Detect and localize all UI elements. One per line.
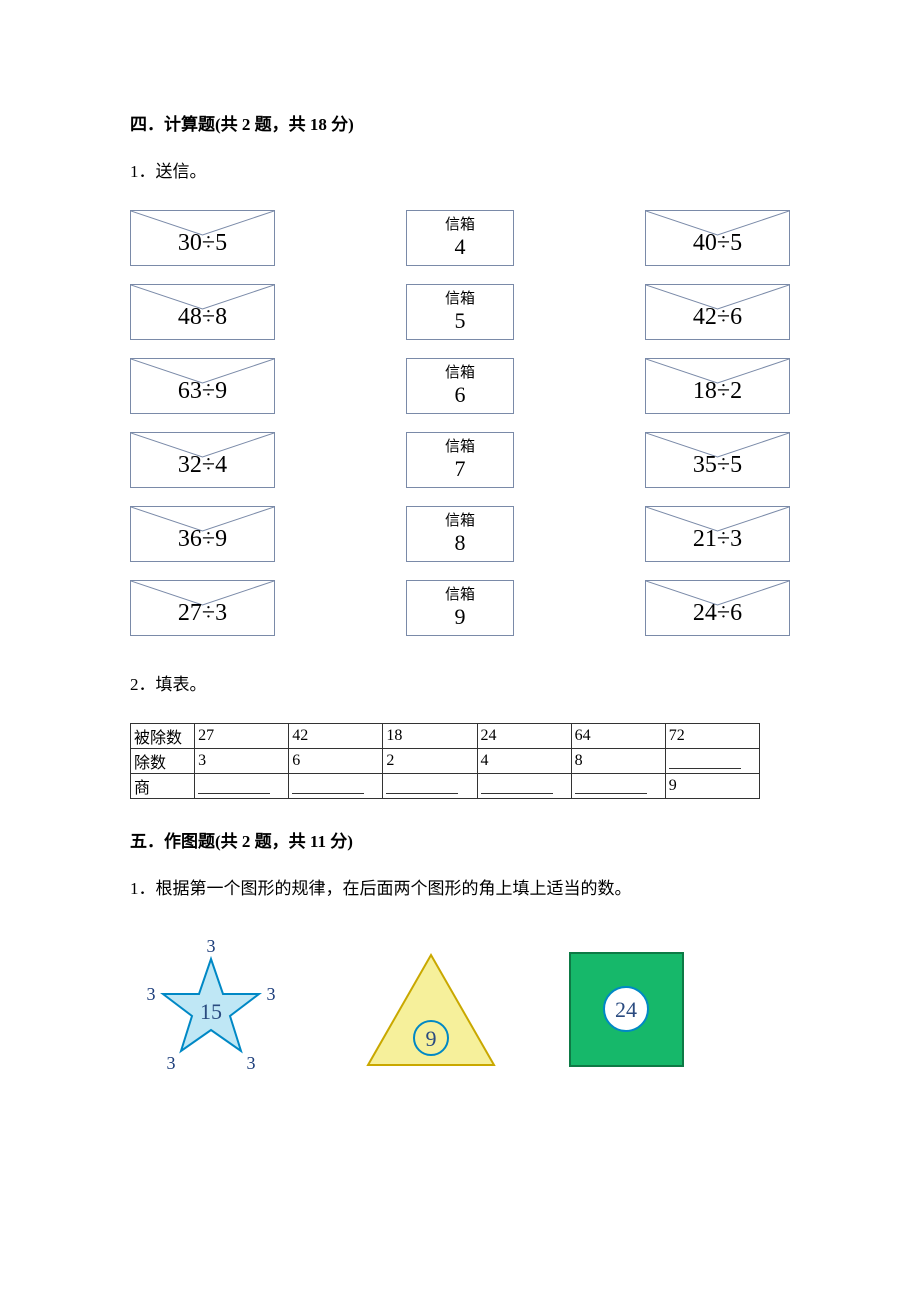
section5-heading: 五．作图题(共 2 题，共 11 分) [130,827,790,852]
row-header-dividend: 被除数 [131,724,195,749]
star-corner-value: 3 [207,936,216,956]
mailbox-label: 信箱 [445,439,475,456]
star-corner-value: 3 [267,984,276,1004]
envelope: 42÷6 [645,284,790,340]
envelope: 18÷2 [645,358,790,414]
dividend-cell: 27 [195,724,289,749]
row-header-quotient: 商 [131,774,195,799]
envelope-expression: 40÷5 [693,230,742,257]
mailbox-label: 信箱 [445,587,475,604]
dividend-cell: 24 [477,724,571,749]
envelope-grid: 30÷548÷863÷932÷436÷927÷3 信箱4信箱5信箱6信箱7信箱8… [130,210,790,636]
dividend-cell: 72 [665,724,759,749]
mailbox-label: 信箱 [445,513,475,530]
divisor-cell: 8 [571,749,665,774]
mailbox-number: 9 [455,604,466,629]
section4-q1-label: 1．送信。 [130,157,790,182]
divisor-cell: 3 [195,749,289,774]
envelope-expression: 32÷4 [178,452,227,479]
mailbox-number: 6 [455,382,466,407]
division-table: 被除数 27 42 18 24 64 72 除数 3 6 2 4 8 商 9 [130,723,760,799]
mailbox: 信箱7 [406,432,514,488]
divisor-cell: 2 [383,749,477,774]
row-header-divisor: 除数 [131,749,195,774]
envelope: 30÷5 [130,210,275,266]
mailbox-number: 8 [455,530,466,555]
envelope-expression: 27÷3 [178,600,227,627]
mailbox-label: 信箱 [445,217,475,234]
envelope: 27÷3 [130,580,275,636]
table-row-quotient: 商 9 [131,774,760,799]
mailbox-label: 信箱 [445,291,475,308]
svg-text:24: 24 [615,997,637,1022]
mailbox-number: 5 [455,308,466,333]
quotient-cell: 9 [665,774,759,799]
table-row-divisor: 除数 3 6 2 4 8 [131,749,760,774]
divisor-cell: 6 [289,749,383,774]
section4-heading: 四．计算题(共 2 题，共 18 分) [130,110,790,135]
mailbox: 信箱8 [406,506,514,562]
envelope-expression: 35÷5 [693,452,742,479]
quotient-cell-blank[interactable] [195,774,289,799]
mailbox: 信箱4 [406,210,514,266]
star-corner-value: 3 [147,984,156,1004]
mailbox: 信箱9 [406,580,514,636]
svg-text:15: 15 [200,999,222,1024]
dividend-cell: 18 [383,724,477,749]
envelope-expression: 24÷6 [693,600,742,627]
star-corner-value: 3 [167,1053,176,1073]
star-corner-value: 3 [247,1053,256,1073]
envelope: 48÷8 [130,284,275,340]
quotient-cell-blank[interactable] [477,774,571,799]
section5-q1-label: 1．根据第一个图形的规律，在后面两个图形的角上填上适当的数。 [130,874,790,899]
mailbox-column: 信箱4信箱5信箱6信箱7信箱8信箱9 [388,210,533,636]
section4-q2-label: 2．填表。 [130,670,790,695]
mailbox: 信箱6 [406,358,514,414]
envelope: 63÷9 [130,358,275,414]
shapes-row: 15 3 3 3 3 3 9 24 [124,927,790,1092]
envelope-right-column: 40÷5 42÷6 18÷2 35÷5 21÷3 24÷6 [645,210,790,636]
table-row-dividend: 被除数 27 42 18 24 64 72 [131,724,760,749]
mailbox-number: 7 [455,456,466,481]
mailbox-number: 4 [455,234,466,259]
envelope: 36÷9 [130,506,275,562]
envelope-left-column: 30÷5 48÷8 63÷9 32÷4 36÷9 27÷3 [130,210,275,636]
square-figure: 24 [564,947,689,1072]
quotient-cell-blank[interactable] [571,774,665,799]
envelope: 32÷4 [130,432,275,488]
triangle-figure: 9 [359,945,504,1075]
envelope-expression: 36÷9 [178,526,227,553]
envelope-expression: 18÷2 [693,378,742,405]
divisor-cell: 4 [477,749,571,774]
quotient-cell-blank[interactable] [383,774,477,799]
envelope: 35÷5 [645,432,790,488]
dividend-cell: 64 [571,724,665,749]
quotient-cell-blank[interactable] [289,774,383,799]
envelope: 21÷3 [645,506,790,562]
dividend-cell: 42 [289,724,383,749]
star-figure: 15 3 3 3 3 3 [124,927,299,1092]
envelope-expression: 63÷9 [178,378,227,405]
worksheet-page: 四．计算题(共 2 题，共 18 分) 1．送信。 30÷548÷863÷932… [0,0,920,1302]
envelope: 40÷5 [645,210,790,266]
envelope: 24÷6 [645,580,790,636]
mailbox: 信箱5 [406,284,514,340]
mailbox-label: 信箱 [445,365,475,382]
envelope-expression: 21÷3 [693,526,742,553]
divisor-cell-blank[interactable] [665,749,759,774]
envelope-expression: 30÷5 [178,230,227,257]
envelope-expression: 48÷8 [178,304,227,331]
envelope-expression: 42÷6 [693,304,742,331]
svg-text:9: 9 [426,1026,437,1051]
